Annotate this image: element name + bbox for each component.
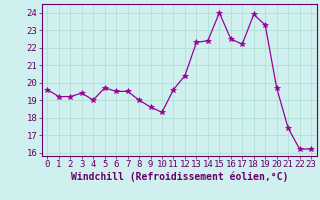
X-axis label: Windchill (Refroidissement éolien,°C): Windchill (Refroidissement éolien,°C) bbox=[70, 172, 288, 182]
